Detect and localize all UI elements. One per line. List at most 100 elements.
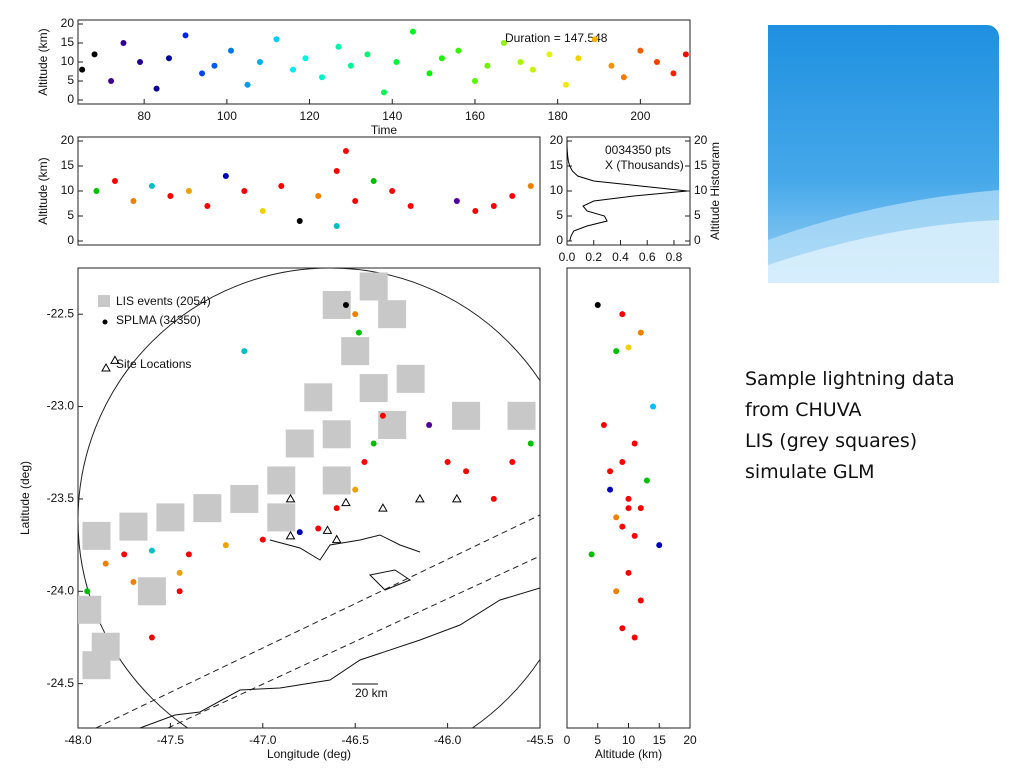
y-tick-label: -22.5 — [47, 306, 75, 320]
plot-frame — [77, 267, 541, 729]
x-tick-label: 0.0 — [559, 250, 576, 264]
data-point — [607, 468, 614, 475]
data-point — [637, 597, 644, 604]
data-point — [108, 78, 115, 84]
banner — [768, 25, 999, 283]
x-tick-label: 140 — [382, 109, 402, 123]
y-tick-label: 5 — [67, 73, 74, 87]
data-point — [607, 486, 614, 493]
y-tick-label: 20 — [61, 16, 75, 30]
lis-event — [359, 374, 388, 403]
data-point — [241, 188, 248, 194]
data-point — [455, 47, 462, 54]
site-marker — [285, 530, 296, 540]
data-point — [529, 66, 536, 73]
data-point — [619, 311, 626, 318]
data-point — [517, 59, 524, 65]
splma-point — [176, 569, 183, 576]
text-line: LIS (grey squares) — [745, 430, 918, 452]
y-tick-label: 15 — [61, 158, 75, 172]
data-point — [650, 403, 657, 410]
x-tick-label: 5 — [594, 733, 601, 747]
site-marker — [110, 355, 120, 364]
splma-point — [490, 495, 497, 502]
data-point — [120, 40, 127, 46]
data-point — [228, 47, 234, 54]
y-tick-label: 10 — [61, 54, 75, 68]
data-point — [471, 78, 478, 84]
data-point — [347, 62, 354, 69]
lis-event — [396, 364, 425, 393]
data-point — [409, 28, 416, 35]
x-tick-label: 0.2 — [585, 250, 602, 264]
lis-event — [267, 466, 296, 495]
data-point — [613, 348, 620, 355]
figure: LIS events (2054) SPLMA (34350) Site Loc… — [18, 16, 720, 761]
x-tick-label: 10 — [622, 733, 636, 747]
y2-tick-label: 20 — [694, 133, 708, 147]
legend: LIS events (2054) SPLMA (34350) Site Loc… — [98, 294, 211, 372]
data-point — [637, 329, 644, 336]
data-point — [199, 70, 206, 77]
lis-event — [304, 383, 333, 412]
data-point — [259, 208, 266, 214]
x-tick-label: 20 — [683, 733, 697, 747]
data-point — [335, 43, 342, 50]
lis-event — [156, 503, 185, 532]
data-point — [222, 173, 229, 179]
data-point — [613, 514, 620, 521]
y-tick-label: 0 — [67, 233, 74, 247]
data-point — [625, 569, 632, 576]
y-tick-label: 5 — [556, 208, 563, 222]
data-point — [244, 81, 251, 88]
x-tick-label: 160 — [465, 109, 485, 123]
x-tick-label: 80 — [137, 109, 151, 123]
data-point — [608, 62, 615, 69]
data-point — [625, 505, 632, 512]
swath-edge — [167, 555, 540, 728]
data-point — [594, 301, 601, 308]
plot-area — [78, 272, 536, 680]
x-axis-label: Altitude (km) — [595, 747, 662, 761]
text-line: simulate GLM — [745, 461, 875, 483]
data-point — [153, 85, 160, 92]
data-point — [619, 625, 626, 632]
splma-point — [355, 329, 362, 336]
data-point — [613, 588, 620, 595]
legend-label: LIS events (2054) — [116, 294, 211, 308]
lis-event — [82, 521, 111, 550]
data-point — [370, 178, 377, 184]
lis-event — [359, 272, 388, 301]
site-marker — [341, 497, 351, 507]
annotation: Duration = 147.548 — [505, 31, 608, 45]
lis-event — [322, 466, 351, 495]
site-marker — [331, 534, 342, 544]
data-point — [682, 51, 689, 58]
data-point — [137, 59, 144, 65]
y-tick-label: 5 — [67, 208, 74, 222]
data-point — [637, 47, 644, 54]
lis-event — [82, 651, 111, 680]
data-point — [484, 62, 491, 69]
lis-event — [137, 577, 166, 606]
data-point — [315, 193, 322, 199]
x-tick-label: -48.0 — [64, 733, 92, 747]
data-point — [318, 74, 325, 81]
data-point — [130, 198, 137, 204]
data-point — [148, 183, 155, 189]
site-marker — [378, 503, 388, 512]
y-tick-label: -24.0 — [47, 583, 75, 597]
y-tick-label: 0 — [556, 233, 563, 247]
data-point — [490, 203, 497, 209]
x-tick-label: 0 — [564, 733, 571, 747]
x-tick-label: 100 — [217, 109, 237, 123]
y-tick-label: 10 — [550, 183, 564, 197]
data-point — [185, 188, 192, 194]
data-point — [167, 193, 174, 199]
y-tick-label: 20 — [550, 133, 564, 147]
annotation: 20 km — [355, 686, 388, 700]
y-tick-label: -24.5 — [47, 676, 75, 690]
lis-event — [78, 595, 102, 624]
data-point — [625, 495, 632, 502]
splma-point — [130, 579, 137, 586]
